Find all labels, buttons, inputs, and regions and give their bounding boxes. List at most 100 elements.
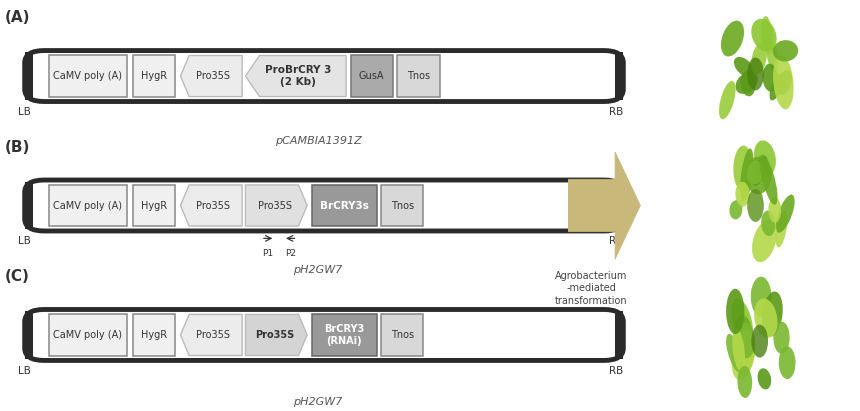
Ellipse shape bbox=[776, 194, 795, 233]
Text: BrCRY3s: BrCRY3s bbox=[320, 201, 369, 210]
Text: RB: RB bbox=[609, 107, 624, 117]
Bar bbox=[615, 182, 624, 229]
Bar bbox=[25, 311, 34, 359]
Ellipse shape bbox=[773, 55, 794, 109]
Ellipse shape bbox=[734, 57, 754, 77]
Ellipse shape bbox=[762, 291, 783, 337]
Ellipse shape bbox=[770, 73, 785, 100]
Bar bbox=[25, 182, 34, 229]
Text: pCAMBIA1391Z: pCAMBIA1391Z bbox=[275, 136, 361, 146]
Ellipse shape bbox=[719, 81, 735, 119]
Bar bbox=[381, 185, 423, 226]
Text: CaMV poly (A): CaMV poly (A) bbox=[53, 330, 122, 340]
Polygon shape bbox=[181, 185, 243, 226]
Ellipse shape bbox=[773, 321, 789, 354]
Text: Pro35S: Pro35S bbox=[258, 201, 292, 210]
Ellipse shape bbox=[737, 322, 755, 358]
Ellipse shape bbox=[761, 16, 773, 54]
Text: (B): (B) bbox=[5, 140, 31, 155]
Ellipse shape bbox=[761, 210, 776, 236]
Ellipse shape bbox=[732, 328, 745, 372]
Ellipse shape bbox=[735, 182, 750, 207]
Ellipse shape bbox=[740, 148, 753, 201]
Polygon shape bbox=[245, 55, 346, 97]
Text: P1: P1 bbox=[262, 249, 273, 258]
Polygon shape bbox=[181, 314, 243, 356]
Bar bbox=[397, 55, 439, 97]
Bar bbox=[25, 52, 34, 100]
Ellipse shape bbox=[752, 220, 777, 262]
Circle shape bbox=[747, 189, 764, 222]
Polygon shape bbox=[568, 152, 641, 259]
Ellipse shape bbox=[752, 156, 767, 186]
Text: HygR: HygR bbox=[141, 330, 168, 340]
Ellipse shape bbox=[754, 298, 777, 338]
Bar bbox=[49, 314, 126, 356]
Bar bbox=[311, 185, 377, 226]
Text: CaMV poly (A): CaMV poly (A) bbox=[53, 71, 122, 81]
Ellipse shape bbox=[752, 43, 767, 75]
Ellipse shape bbox=[766, 39, 778, 72]
Ellipse shape bbox=[772, 40, 798, 62]
Text: Agrobacterium
-mediated
transformation: Agrobacterium -mediated transformation bbox=[555, 271, 628, 306]
Text: LB: LB bbox=[18, 366, 31, 376]
Ellipse shape bbox=[734, 145, 752, 191]
Bar bbox=[311, 314, 377, 356]
Ellipse shape bbox=[779, 346, 796, 379]
Text: Pro35S: Pro35S bbox=[195, 201, 230, 210]
Text: RB: RB bbox=[609, 366, 624, 376]
Text: pH2GW7: pH2GW7 bbox=[293, 397, 343, 407]
Bar bbox=[49, 55, 126, 97]
Ellipse shape bbox=[726, 289, 745, 334]
Ellipse shape bbox=[729, 200, 742, 219]
Ellipse shape bbox=[751, 277, 771, 317]
Ellipse shape bbox=[776, 210, 788, 247]
Text: pH2GW7: pH2GW7 bbox=[293, 266, 343, 275]
Text: (A): (A) bbox=[5, 10, 31, 25]
Ellipse shape bbox=[735, 72, 758, 94]
Bar bbox=[381, 314, 423, 356]
Polygon shape bbox=[245, 314, 307, 356]
Text: P2: P2 bbox=[285, 249, 296, 258]
Ellipse shape bbox=[745, 157, 771, 194]
Text: LB: LB bbox=[18, 107, 31, 117]
Ellipse shape bbox=[721, 21, 744, 56]
Bar bbox=[133, 55, 175, 97]
Bar bbox=[133, 185, 175, 226]
Ellipse shape bbox=[740, 71, 756, 96]
Text: (C): (C) bbox=[5, 269, 30, 284]
Text: RB: RB bbox=[609, 236, 624, 246]
Ellipse shape bbox=[731, 299, 753, 343]
Text: Tnos: Tnos bbox=[390, 330, 414, 340]
Ellipse shape bbox=[768, 197, 781, 223]
Text: LB: LB bbox=[18, 236, 31, 246]
Text: CaMV poly (A): CaMV poly (A) bbox=[53, 201, 122, 210]
Text: Tnos: Tnos bbox=[390, 201, 414, 210]
Text: ProBrCRY 3
(2 Kb): ProBrCRY 3 (2 Kb) bbox=[265, 65, 331, 87]
Text: BrCRY3
(RNAi): BrCRY3 (RNAi) bbox=[324, 324, 365, 346]
Text: Pro35S: Pro35S bbox=[195, 71, 230, 81]
Ellipse shape bbox=[732, 330, 755, 380]
Text: GusA: GusA bbox=[359, 71, 384, 81]
Polygon shape bbox=[181, 55, 243, 97]
Polygon shape bbox=[245, 185, 307, 226]
Text: HygR: HygR bbox=[141, 71, 168, 81]
Ellipse shape bbox=[734, 315, 754, 372]
Text: Tnos: Tnos bbox=[407, 71, 430, 81]
Bar bbox=[133, 314, 175, 356]
Text: HygR: HygR bbox=[141, 201, 168, 210]
Ellipse shape bbox=[746, 161, 764, 185]
Bar bbox=[615, 311, 624, 359]
Bar bbox=[351, 55, 393, 97]
Ellipse shape bbox=[763, 64, 778, 92]
Ellipse shape bbox=[758, 368, 771, 390]
Bar bbox=[615, 52, 624, 100]
Ellipse shape bbox=[737, 366, 752, 398]
Ellipse shape bbox=[759, 155, 777, 205]
Text: Pro35S: Pro35S bbox=[195, 330, 230, 340]
Circle shape bbox=[747, 58, 764, 90]
Circle shape bbox=[752, 325, 768, 358]
Ellipse shape bbox=[752, 19, 777, 51]
Ellipse shape bbox=[726, 334, 743, 373]
Ellipse shape bbox=[754, 141, 776, 175]
